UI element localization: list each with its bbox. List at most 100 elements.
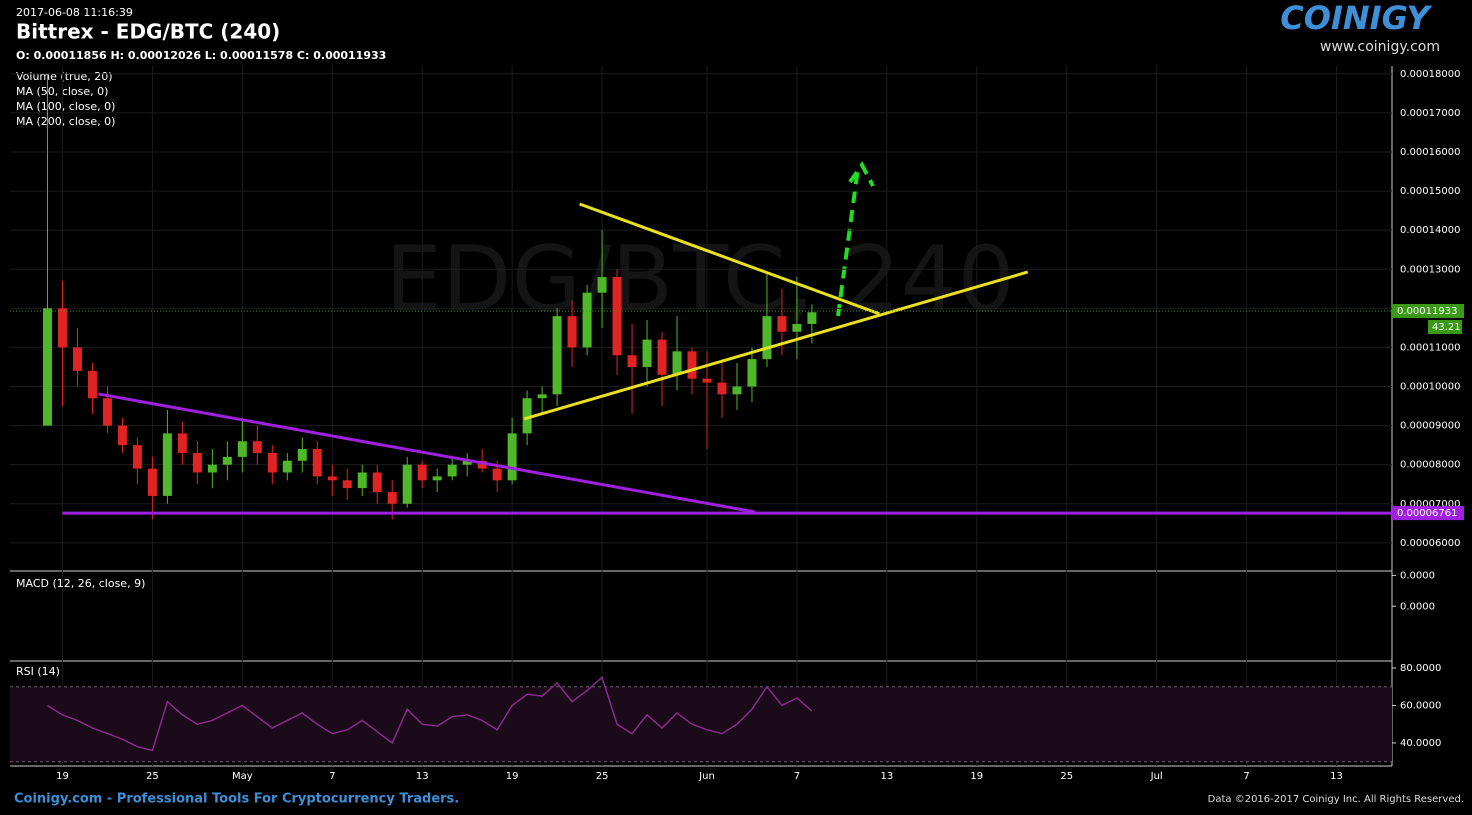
candle-body [402, 464, 412, 504]
y-tick-label: 0.00011000 [1400, 342, 1460, 353]
candle-body [222, 456, 232, 465]
y-tick-label: 0.00013000 [1400, 264, 1460, 275]
trend-line [98, 392, 756, 514]
y-tick-label: 0.00015000 [1400, 186, 1460, 197]
x-tick-label: 25 [146, 771, 159, 782]
candle-body [477, 460, 487, 469]
candle-body [657, 339, 667, 375]
candle-body [282, 460, 292, 473]
x-tick-label: 7 [794, 771, 800, 782]
price-tag-label: 0.00006761 [1397, 508, 1457, 519]
x-tick-label: 7 [1243, 771, 1249, 782]
y-tick-label: 0.00014000 [1400, 225, 1460, 236]
candle-body [702, 378, 712, 383]
candle-body [237, 441, 247, 457]
panel-label: RSI (14) [16, 665, 60, 678]
site: www.coinigy.com [1320, 39, 1440, 55]
candle-body [537, 394, 547, 399]
candle-body [72, 347, 82, 371]
candle-body [582, 292, 592, 348]
candle-body [57, 308, 67, 348]
candle-body [777, 316, 787, 332]
candle-body [207, 464, 217, 473]
x-tick-label: May [232, 771, 253, 782]
candle-body [687, 351, 697, 379]
candle-body [792, 323, 802, 332]
timer-label: 43.21 [1432, 322, 1461, 333]
indicator-label: Volume (true, 20) [16, 70, 113, 83]
candle-body [297, 449, 307, 461]
x-tick-label: 13 [880, 771, 893, 782]
candle-body [87, 370, 97, 399]
candle-body [357, 472, 367, 489]
candle-body [627, 355, 637, 367]
candle-body [117, 425, 127, 446]
x-tick-label: 25 [1060, 771, 1073, 782]
watermark: EDG/BTC, 240 [385, 227, 1015, 332]
candle-body [102, 398, 112, 426]
x-tick-label: 19 [56, 771, 69, 782]
y-tick-label: 0.00006000 [1400, 538, 1460, 549]
x-tick-label: Jun [698, 771, 715, 782]
candle-body [267, 452, 277, 473]
y-tick-label: 0.00008000 [1400, 460, 1460, 471]
candle-body [462, 460, 472, 465]
candle-body [747, 359, 757, 387]
y-tick-label: 0.00009000 [1400, 421, 1460, 432]
price-tag [1392, 303, 1464, 318]
timestamp: 2017-06-08 11:16:39 [16, 6, 133, 19]
rsi-line [47, 676, 813, 752]
y-tick-label: 0.00010000 [1400, 382, 1460, 393]
y-tick-label: 40.0000 [1400, 738, 1441, 749]
candle-body [567, 316, 577, 348]
y-tick-label: 0.0000 [1400, 601, 1435, 612]
candle-body [342, 480, 352, 489]
logo: COINIGY [1280, 0, 1432, 37]
price-tag-label: 0.00011933 [1397, 306, 1457, 317]
candle-body [312, 449, 322, 477]
title: Bittrex - EDG/BTC (240) [16, 20, 280, 44]
candle-body [612, 277, 622, 356]
timer-tag [1428, 319, 1462, 334]
candle-body [252, 441, 262, 453]
candle-body [132, 445, 142, 469]
footer-left: Coinigy.com - Professional Tools For Cry… [14, 792, 459, 807]
candle-body [597, 277, 607, 293]
x-tick-label: 13 [416, 771, 429, 782]
x-tick-label: 7 [329, 771, 335, 782]
y-tick-label: 0.00017000 [1400, 108, 1460, 119]
candle-body [642, 339, 652, 367]
footer-right: Data ©2016-2017 Coinigy Inc. All Rights … [1208, 794, 1464, 805]
candle-body [507, 433, 517, 481]
candle-body [192, 452, 202, 473]
x-tick-label: Jul [1150, 771, 1163, 782]
candle-body [432, 476, 442, 481]
y-tick-label: 0.00018000 [1400, 69, 1460, 80]
candle-body [327, 476, 337, 481]
candle-body [417, 464, 427, 481]
candle-body [162, 433, 172, 496]
panel-label: MACD (12, 26, close, 9) [16, 577, 145, 590]
trend-line [579, 202, 880, 316]
candle-body [552, 316, 562, 395]
x-tick-label: 13 [1330, 771, 1343, 782]
x-tick-label: 19 [506, 771, 519, 782]
candle-body [492, 468, 502, 481]
candle-body [762, 316, 772, 360]
candle-body [447, 464, 457, 477]
candle-body [177, 433, 187, 453]
candle-body [522, 398, 532, 434]
price-tag [1392, 506, 1464, 521]
indicator-label: MA (200, close, 0) [16, 115, 115, 128]
y-tick-label: 0.00016000 [1400, 147, 1460, 158]
x-tick-label: 25 [596, 771, 609, 782]
candle-body [717, 382, 727, 395]
x-tick-label: 19 [970, 771, 983, 782]
y-tick-label: 0.00007000 [1400, 499, 1460, 510]
rsi-band [10, 686, 1392, 762]
ohlc: O: 0.00011856 H: 0.00012026 L: 0.0001157… [16, 49, 386, 62]
candle-body [147, 468, 157, 496]
